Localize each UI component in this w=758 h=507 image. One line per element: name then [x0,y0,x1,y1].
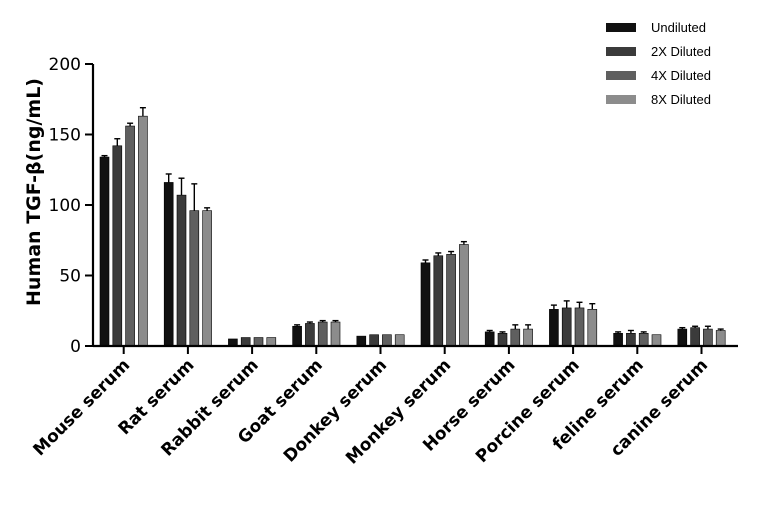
bar [651,334,662,347]
error-bar [615,331,622,334]
bar [523,328,533,347]
bar [240,337,251,347]
error-bar [306,321,313,324]
y-tick-label: 200 [49,55,81,75]
bar [356,335,367,347]
legend-label: 8X Diluted [651,92,711,107]
error-bar [294,324,301,327]
bar [112,145,123,347]
error-bar [422,259,429,263]
bar [305,323,315,347]
error-bar [127,122,134,127]
bar [99,156,110,347]
error-bar [435,252,442,256]
legend-swatch [606,47,636,56]
bar [446,254,456,347]
error-bar [640,331,647,334]
error-bar [679,326,686,330]
error-bar [319,319,326,323]
error-bar [191,183,198,211]
error-bar [704,325,711,330]
legend-swatch [606,71,636,80]
error-bar [448,250,455,255]
bar [510,328,521,347]
bar [459,244,469,347]
y-tick-label: 100 [49,196,81,216]
bar [266,337,277,347]
bar [253,337,264,347]
bar [638,333,649,347]
error-bar [717,328,724,331]
bar [125,125,135,347]
legend-label: 2X Diluted [651,44,711,59]
bar [163,182,174,347]
bar [382,334,392,347]
error-bar [460,240,467,245]
bars-layer [99,107,726,347]
bar [715,330,726,347]
legend-label: 4X Diluted [651,68,711,83]
error-bar [165,173,172,183]
bar [330,321,341,347]
error-bar [178,177,185,196]
error-bar [576,301,583,308]
error-bar [114,138,121,146]
error-bar [499,331,506,334]
y-tick-label: 50 [59,267,81,287]
bar [626,333,636,347]
error-bar [332,319,339,323]
bar [587,309,598,347]
legend-item: 2X Diluted [606,44,711,59]
error-bar [550,304,557,310]
bar [484,331,495,347]
error-bar [512,324,519,330]
bar [292,325,302,347]
y-tick-label: 0 [70,337,81,357]
y-tick-label: 150 [49,126,81,146]
error-bar [139,107,146,117]
bar [561,307,572,347]
y-axis-title: Human TGF-β(ng/mL) [23,78,45,306]
legend-item: 8X Diluted [606,92,711,107]
bar [420,262,431,347]
bar [317,321,328,347]
bar [703,328,713,347]
legend: Undiluted 2X Diluted 4X Diluted 8X Diluted [606,20,711,107]
bar [176,194,187,347]
bar [613,333,623,347]
legend-swatch [606,95,636,104]
error-bar [627,329,634,334]
legend-item: 4X Diluted [606,68,711,83]
bar [202,210,212,347]
category-label: Mouse serum [29,355,134,460]
legend-item: Undiluted [606,20,706,35]
bar [574,307,585,347]
bar [433,255,444,347]
bar [690,327,700,347]
error-bar [204,207,211,211]
bar [189,210,200,347]
bar [549,309,559,347]
bar [138,115,148,347]
error-bar [101,154,108,158]
legend-swatch [606,23,636,32]
legend-label: Undiluted [651,20,706,35]
error-bar [486,329,493,332]
bar [677,328,688,347]
axes-layer [85,63,738,354]
bar [394,334,405,347]
error-bar [525,324,532,330]
bar [497,333,508,347]
error-bar [563,300,570,308]
bar [369,334,379,347]
error-bar [692,325,699,328]
error-bar [589,303,596,310]
